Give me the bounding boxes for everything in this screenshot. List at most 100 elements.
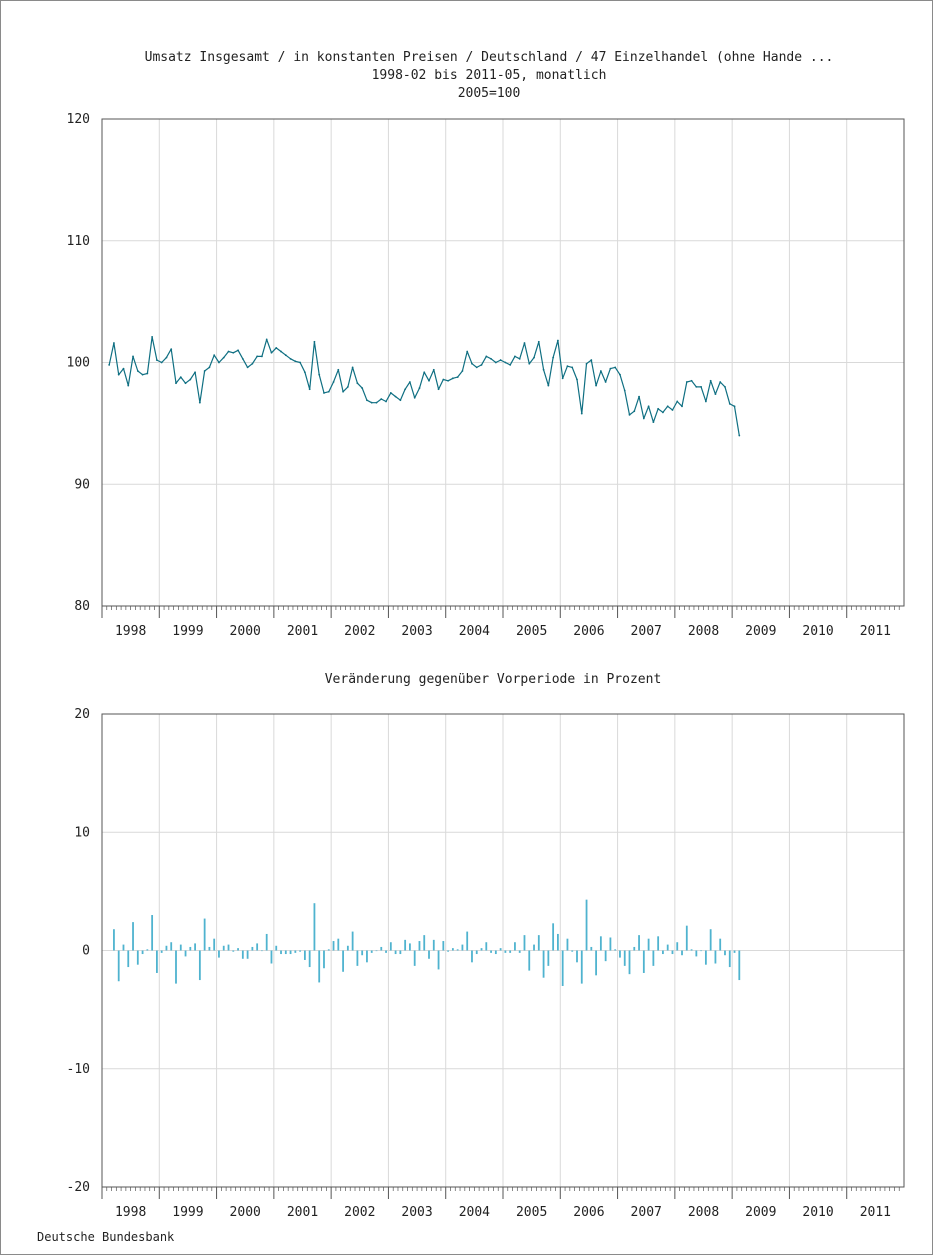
- chart1-title: Umsatz Insgesamt / in konstanten Preisen…: [145, 50, 834, 65]
- chart2-bar: [676, 942, 679, 951]
- chart1-data-point: [523, 342, 526, 344]
- chart2-bar: [299, 950, 302, 952]
- chart1-data-point: [270, 351, 273, 354]
- chart1-data-point: [146, 372, 149, 375]
- chart1-data-point: [423, 371, 426, 374]
- chart2-bar: [208, 946, 211, 951]
- chart2-bar: [132, 922, 134, 951]
- chart1-data-point: [480, 364, 483, 366]
- chart2-bar: [614, 949, 617, 951]
- chart2-bar: [504, 950, 507, 953]
- chart2-bar: [289, 950, 292, 955]
- chart1-data-point: [170, 348, 173, 351]
- chart1-data-point: [690, 379, 693, 382]
- chart2-bar: [189, 946, 192, 951]
- chart1-data-point: [571, 366, 574, 369]
- chart2-bar: [599, 936, 602, 951]
- chart2-x-tick-label: 2005: [516, 1205, 547, 1220]
- chart1-y-tick-label: 80: [74, 599, 90, 614]
- chart1-data-point: [728, 402, 731, 405]
- chart2-y-tick-label: 0: [82, 944, 90, 959]
- chart1-data-point: [576, 378, 578, 381]
- chart2-bar: [671, 950, 674, 955]
- chart2-bar: [509, 950, 512, 953]
- chart1-data-point: [155, 359, 158, 361]
- chart1-data-point: [318, 373, 321, 376]
- chart1-x-tick-label: 2009: [745, 624, 776, 639]
- chart1-data-point: [676, 400, 679, 403]
- chart2-x-tick-label: 2008: [688, 1205, 719, 1220]
- chart2-bar: [447, 950, 450, 952]
- chart2-bar: [227, 944, 230, 951]
- chart1-x-tick-label: 1998: [115, 624, 146, 639]
- chart2-bar: [733, 950, 736, 953]
- chart2-bar: [724, 950, 726, 956]
- chart1-data-point: [308, 388, 311, 391]
- chart1-data-point: [599, 370, 602, 372]
- chart2-bar: [666, 944, 669, 951]
- chart1-data-point: [122, 367, 125, 370]
- chart1-data-point: [428, 379, 430, 382]
- chart1-data-point: [275, 346, 278, 349]
- chart1-data-point: [361, 387, 364, 389]
- chart1-data-point: [413, 396, 416, 399]
- chart2-bar: [370, 950, 373, 953]
- chart1-data-point: [566, 365, 569, 368]
- chart2-bar: [428, 950, 430, 959]
- chart2-bar: [184, 950, 187, 957]
- chart2-bar: [571, 950, 574, 952]
- chart2-bar: [657, 936, 660, 951]
- chart2-bar: [303, 950, 306, 960]
- chart2-bar: [585, 899, 588, 951]
- chart2-bar: [117, 950, 120, 982]
- chart2-bar: [719, 938, 722, 951]
- chart2-bar: [442, 941, 445, 951]
- chart2-bar: [681, 950, 683, 956]
- chart1-data-point: [108, 364, 111, 366]
- chart2-bar: [690, 949, 693, 951]
- chart2-bar: [451, 948, 454, 951]
- chart2-bar: [523, 935, 526, 951]
- chart2-bar: [294, 950, 297, 953]
- chart2-bar: [155, 950, 158, 973]
- chart1-data-point: [136, 370, 139, 372]
- chart1-data-point: [232, 351, 235, 354]
- chart1-x-tick-label: 1999: [172, 624, 203, 639]
- chart2-bar: [222, 945, 225, 951]
- chart1-data-point: [356, 382, 359, 385]
- chart1-data-point: [528, 362, 531, 365]
- chart2-bar: [256, 943, 259, 951]
- chart1-x-tick-label: 2004: [459, 624, 490, 639]
- chart1-x-tick-label: 2010: [802, 624, 833, 639]
- chart2-bar: [394, 950, 397, 955]
- chart2-bar: [638, 935, 640, 951]
- chart1-data-point: [724, 385, 726, 388]
- chart2-bar: [552, 923, 555, 951]
- chart1-data-point: [227, 350, 230, 353]
- chart1-data-point: [628, 413, 631, 416]
- chart2-bar: [270, 950, 273, 964]
- chart1-plot: 80 90 100 110 120 1998 1999 2000 2001 2002 2003 200…: [67, 112, 905, 639]
- chart1-data-point: [456, 376, 459, 379]
- chart1-data-point: [647, 405, 650, 408]
- chart1-data-point: [685, 381, 688, 383]
- chart1-data-point: [719, 381, 722, 383]
- chart2-bar: [413, 950, 416, 966]
- chart2-bar: [471, 950, 473, 963]
- chart2-bar: [728, 950, 731, 968]
- chart2-x-tick-label: 2001: [287, 1205, 318, 1220]
- chart1-data-point: [351, 366, 354, 369]
- chart2-bar: [466, 931, 469, 951]
- chart2-bar: [633, 946, 636, 951]
- chart1-data-point: [218, 361, 220, 364]
- chart2-bar: [385, 950, 387, 953]
- chart1-data-point: [475, 366, 478, 369]
- chart1-data-point: [404, 388, 407, 391]
- chart1-data-point: [704, 400, 707, 403]
- chart2-x-tick-label: 2002: [344, 1205, 375, 1220]
- chart2-y-tick-label: 20: [74, 707, 90, 722]
- chart1-data-point: [518, 357, 521, 360]
- chart2-title: Veränderung gegenüber Vorperiode in Proz…: [325, 672, 662, 687]
- chart1-data-point: [580, 412, 583, 415]
